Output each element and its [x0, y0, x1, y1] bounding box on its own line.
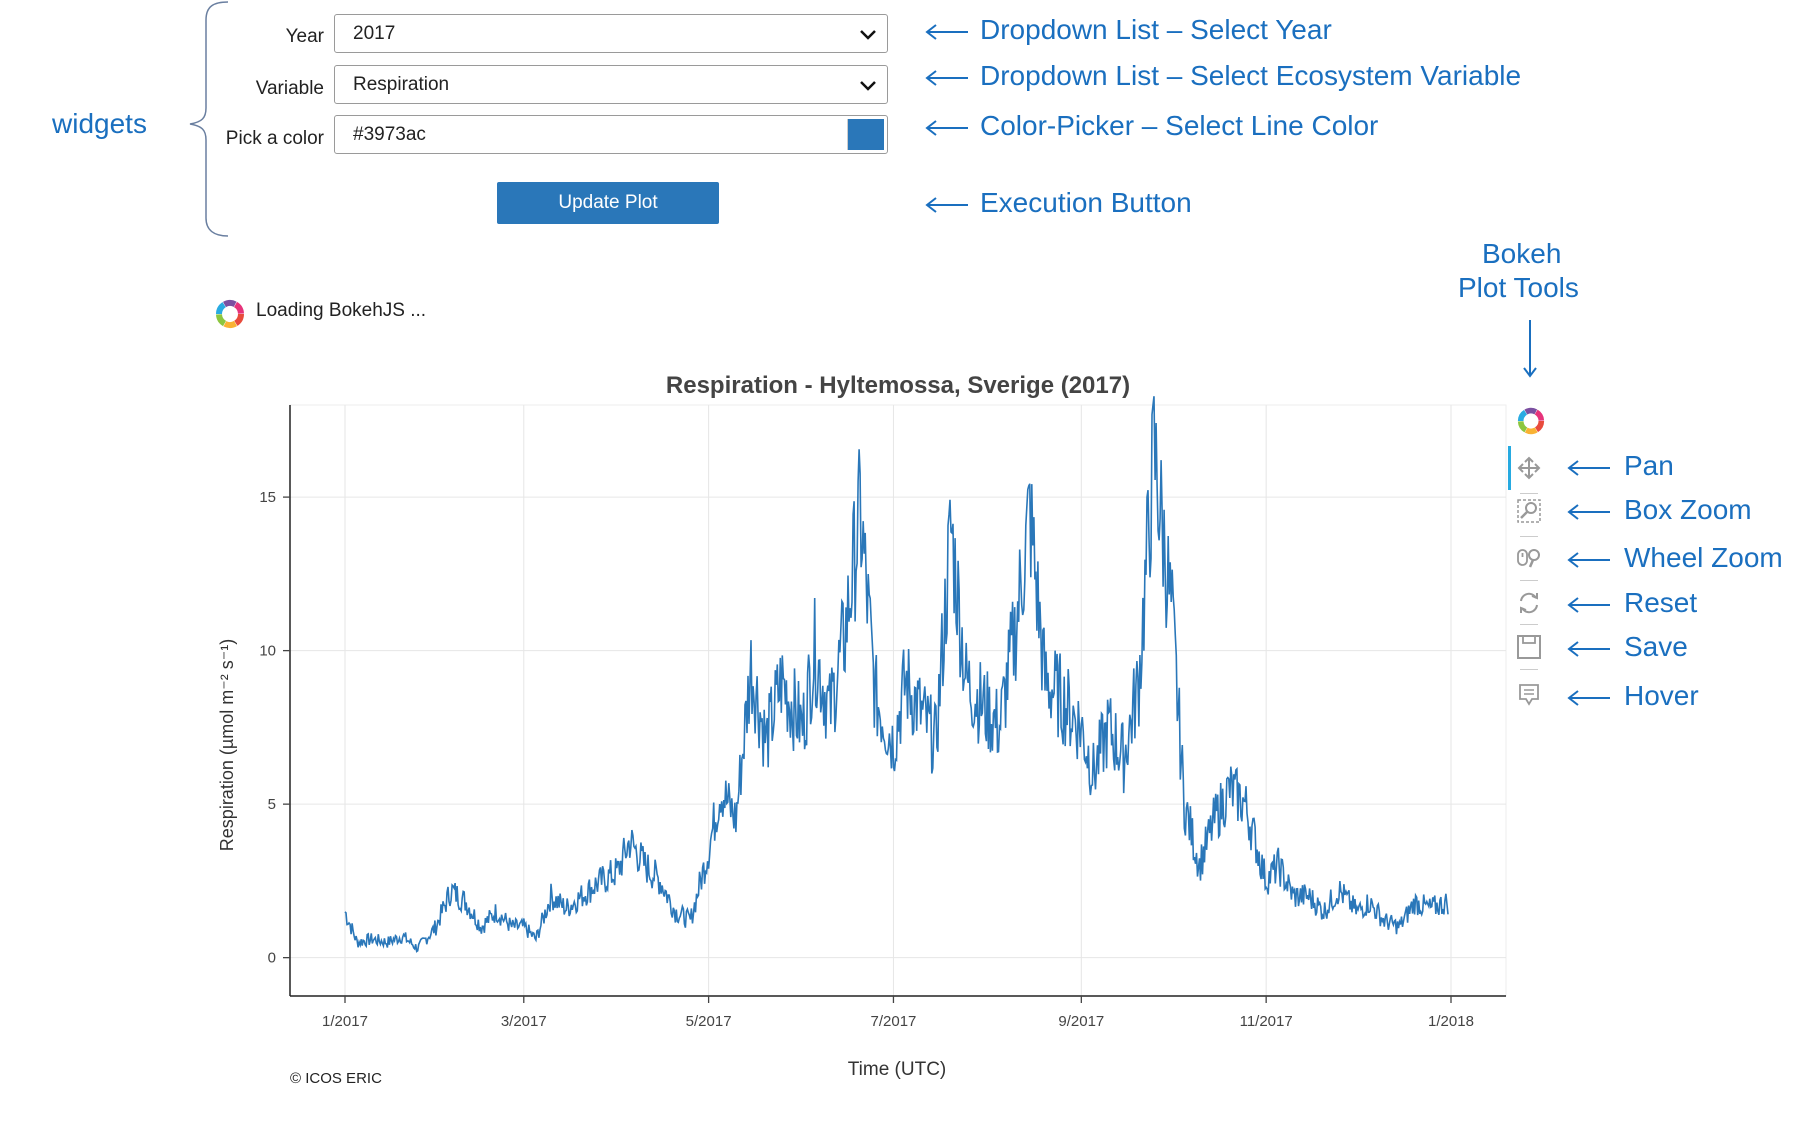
toolbar-separator [1520, 536, 1538, 537]
y-tick-label: 10 [259, 643, 276, 660]
arrow-left-icon [1567, 641, 1610, 657]
year-label: Year [285, 26, 324, 47]
arrow-left-icon [1567, 460, 1610, 476]
color-swatch[interactable] [847, 119, 884, 150]
save-tool-icon[interactable] [1516, 634, 1542, 660]
arrow-left-icon [1567, 552, 1610, 568]
loading-text: Loading BokehJS ... [256, 300, 427, 321]
arrow-left-icon [925, 24, 968, 40]
reset-tool-icon[interactable] [1516, 590, 1542, 616]
x-tick-label: 7/2017 [871, 1013, 917, 1030]
x-tick-label: 1/2018 [1428, 1013, 1474, 1030]
plot-title: Respiration - Hyltemossa, Sverige (2017) [665, 372, 1131, 399]
toolbar-separator [1520, 624, 1538, 625]
x-axis-label: Time (UTC) [848, 1059, 947, 1080]
annotation-year-dropdown: Dropdown List – Select Year [980, 14, 1332, 45]
x-tick-label: 11/2017 [1240, 1013, 1293, 1030]
arrow-left-icon [1567, 504, 1610, 520]
arrow-left-icon [925, 120, 968, 136]
x-tick-label: 3/2017 [501, 1013, 547, 1030]
active-tool-indicator [1508, 446, 1511, 490]
toolbar-separator [1520, 669, 1538, 670]
annotation-reset: Reset [1624, 587, 1698, 618]
annotation-box-zoom: Box Zoom [1624, 494, 1752, 525]
toolbar-separator [1520, 493, 1538, 494]
annotation-pan: Pan [1624, 450, 1674, 481]
annotation-plot-tools-line1: Bokeh [1482, 238, 1562, 269]
x-tick-label: 1/2017 [322, 1013, 368, 1030]
color-label: Pick a color [225, 128, 324, 149]
variable-value: Respiration [353, 74, 450, 95]
box-zoom-tool-icon[interactable] [1516, 498, 1542, 524]
arrow-left-icon [1567, 597, 1610, 613]
year-value: 2017 [353, 23, 396, 44]
arrow-down-icon [1523, 320, 1537, 378]
year-dropdown[interactable]: 2017 [334, 14, 888, 53]
copyright-text: © ICOS ERIC [290, 1070, 382, 1087]
pan-tool-icon[interactable] [1516, 455, 1542, 481]
color-value: #3973ac [353, 124, 426, 145]
annotation-plot-tools-line2: Plot Tools [1458, 272, 1579, 303]
chevron-down-icon [860, 30, 876, 40]
chevron-down-icon [860, 81, 876, 91]
bokeh-logo-icon [216, 300, 244, 328]
y-axis-label: Respiration (µmol m⁻² s⁻¹) [217, 639, 237, 851]
variable-dropdown[interactable]: Respiration [334, 65, 888, 104]
widgets-brace [189, 1, 229, 237]
x-tick-label: 5/2017 [686, 1013, 732, 1030]
annotation-variable-dropdown: Dropdown List – Select Ecosystem Variabl… [980, 60, 1522, 91]
y-tick-label: 5 [268, 796, 276, 813]
series-line [344, 396, 1449, 953]
x-tick-label: 9/2017 [1058, 1013, 1104, 1030]
y-tick-label: 15 [259, 489, 276, 506]
hover-tool-icon[interactable] [1516, 682, 1542, 708]
update-plot-button[interactable]: Update Plot [497, 182, 719, 224]
toolbar-separator [1520, 580, 1538, 581]
annotation-save: Save [1624, 631, 1688, 662]
arrow-left-icon [1567, 690, 1610, 706]
arrow-left-icon [925, 70, 968, 86]
annotation-hover: Hover [1624, 680, 1699, 711]
color-picker-input[interactable]: #3973ac [334, 115, 888, 154]
y-tick-label: 0 [268, 950, 276, 967]
widgets-annotation-label: widgets [52, 108, 147, 139]
annotation-color-picker: Color-Picker – Select Line Color [980, 110, 1379, 141]
variable-label: Variable [255, 78, 324, 99]
wheel-zoom-tool-icon[interactable] [1516, 545, 1542, 571]
arrow-left-icon [925, 197, 968, 213]
annotation-execution-button: Execution Button [980, 187, 1192, 218]
bokeh-logo-icon [1517, 407, 1545, 435]
annotation-wheel-zoom: Wheel Zoom [1624, 542, 1783, 573]
